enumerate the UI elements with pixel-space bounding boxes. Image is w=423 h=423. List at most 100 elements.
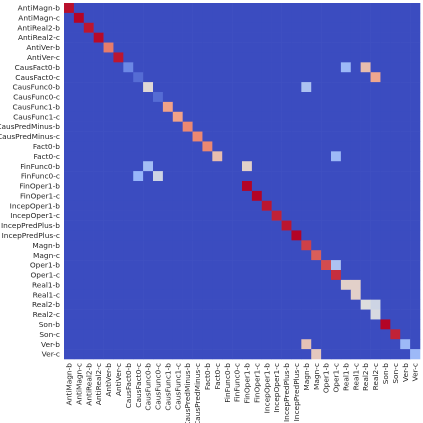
heatmap-cell — [380, 101, 391, 113]
heatmap-cell — [311, 240, 322, 251]
heatmap-cell — [340, 111, 352, 122]
heatmap-cell — [291, 22, 302, 33]
heatmap-cell — [271, 309, 282, 320]
heatmap-cell — [153, 42, 164, 53]
heatmap-cell — [321, 52, 332, 63]
heatmap-cell — [232, 171, 243, 182]
heatmap-cell — [350, 22, 361, 33]
heatmap-cell — [370, 240, 381, 251]
heatmap-cell — [133, 339, 144, 350]
heatmap-cell — [172, 12, 183, 24]
heatmap-cell — [123, 12, 134, 24]
heatmap-cell — [242, 299, 253, 310]
heatmap-cell — [103, 171, 114, 182]
heatmap-cell — [64, 101, 75, 113]
heatmap-cell — [212, 52, 223, 63]
heatmap-cell — [153, 190, 164, 202]
heatmap-cell — [202, 339, 213, 350]
heatmap-cell — [133, 171, 144, 182]
heatmap-cell — [281, 260, 292, 271]
heatmap-cell — [350, 171, 361, 182]
x-tick-label: Oper1-b — [322, 363, 331, 393]
heatmap-cell — [113, 200, 124, 211]
heatmap-cell — [83, 141, 94, 152]
heatmap-cell — [222, 12, 233, 24]
heatmap-cell — [291, 210, 302, 221]
heatmap-cell — [350, 329, 361, 340]
heatmap-cell — [172, 349, 183, 360]
heatmap-cell — [93, 250, 104, 261]
heatmap-cell — [93, 32, 104, 43]
heatmap-cell — [182, 42, 193, 53]
y-tick-label: CausFunc1-b — [12, 102, 60, 111]
heatmap-cell — [311, 12, 322, 24]
x-tick-label: Fact0-c — [213, 363, 222, 390]
heatmap-cell — [113, 260, 124, 271]
heatmap-cell — [202, 12, 213, 24]
heatmap-cell — [172, 319, 183, 330]
heatmap-cell — [73, 190, 85, 202]
heatmap-cell — [172, 141, 183, 152]
heatmap-cell — [123, 299, 134, 310]
heatmap-cell — [281, 190, 292, 202]
heatmap-cell — [350, 181, 361, 192]
heatmap-cell — [202, 210, 213, 221]
heatmap-cell — [261, 260, 272, 271]
heatmap-cell — [350, 210, 361, 221]
heatmap-cell — [113, 62, 124, 73]
heatmap-cell — [390, 210, 401, 221]
heatmap-cell — [281, 240, 292, 251]
heatmap-cell — [192, 329, 203, 340]
heatmap-cell — [93, 270, 104, 281]
heatmap-cell — [73, 131, 85, 142]
heatmap-cell — [400, 309, 411, 320]
heatmap-cell — [153, 12, 164, 24]
heatmap-cell — [143, 161, 154, 172]
heatmap-cell — [172, 279, 183, 291]
heatmap-cell — [291, 279, 302, 291]
heatmap-cell — [143, 62, 154, 73]
heatmap-cell — [232, 101, 243, 113]
heatmap-cell — [212, 279, 223, 291]
heatmap-cell — [202, 22, 213, 33]
heatmap-cell — [390, 131, 401, 142]
heatmap-cell — [340, 161, 352, 172]
heatmap-cell — [291, 92, 302, 103]
x-tick-label: Real1-c — [351, 363, 360, 390]
heatmap-cell — [321, 131, 332, 142]
heatmap-cell — [271, 161, 282, 172]
heatmap-cell — [73, 299, 85, 310]
heatmap-cell — [182, 131, 193, 142]
heatmap-cell — [321, 210, 332, 221]
heatmap-cell — [232, 42, 243, 53]
heatmap-cell — [232, 289, 243, 300]
heatmap-cell — [360, 111, 371, 122]
heatmap-cell — [232, 52, 243, 63]
heatmap-cell — [301, 22, 312, 33]
heatmap-cell — [133, 82, 144, 93]
heatmap-cell — [162, 309, 174, 320]
heatmap-cell — [232, 131, 243, 142]
heatmap-cell — [113, 12, 124, 24]
heatmap-cell — [301, 240, 312, 251]
heatmap-cell — [103, 121, 114, 132]
heatmap-cell — [182, 190, 193, 202]
heatmap-cell — [400, 121, 411, 132]
heatmap-cell — [202, 131, 213, 142]
heatmap-cell — [202, 32, 213, 43]
heatmap-cell — [360, 72, 371, 83]
heatmap-cell — [133, 279, 144, 291]
heatmap-cell — [182, 270, 193, 281]
heatmap-cell — [182, 151, 193, 162]
heatmap-cell — [182, 12, 193, 24]
heatmap-cell — [291, 240, 302, 251]
heatmap-cell — [400, 200, 411, 211]
heatmap-cell — [103, 151, 114, 162]
heatmap-cell — [202, 190, 213, 202]
heatmap-cell — [311, 42, 322, 53]
heatmap-cell — [251, 200, 263, 211]
heatmap-cell — [331, 151, 342, 162]
heatmap-cell — [242, 72, 253, 83]
heatmap-cell — [64, 230, 75, 241]
heatmap-cell — [281, 279, 292, 291]
